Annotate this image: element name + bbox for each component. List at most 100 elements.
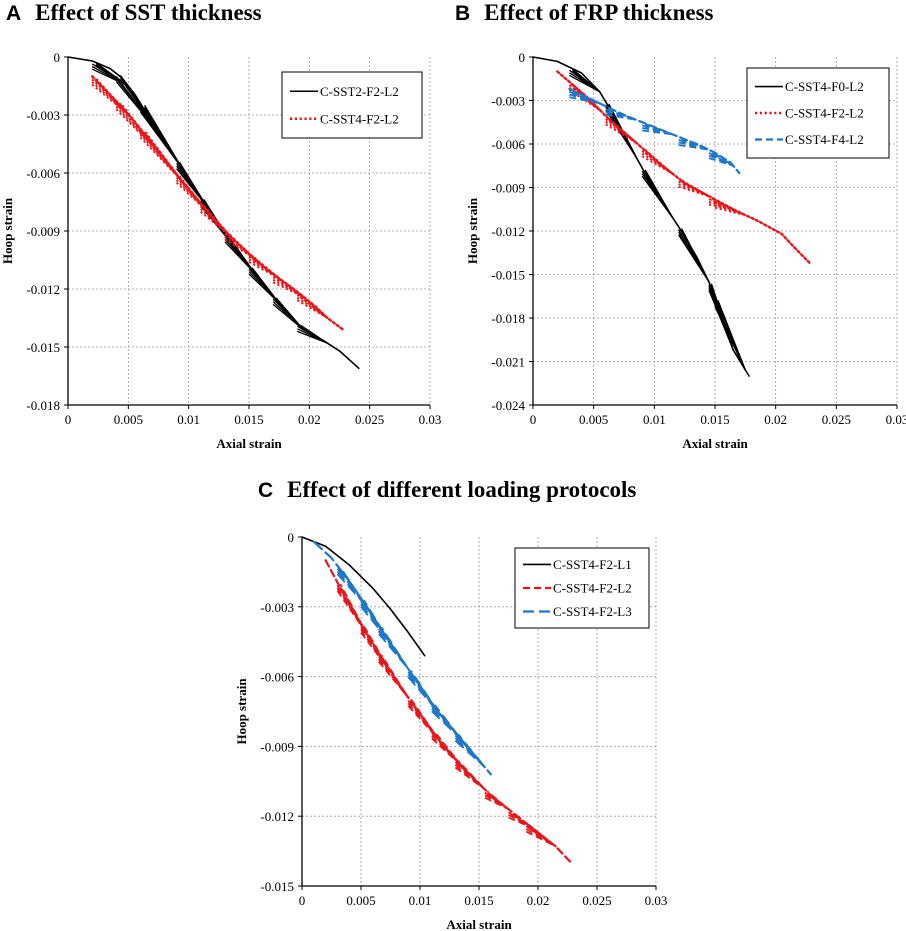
cycle-loop — [569, 93, 601, 105]
legend-label: C-SST4-F2-L2 — [553, 581, 632, 596]
legend-label: C-SST4-F2-L2 — [320, 111, 399, 126]
x-tick-label: 0.03 — [645, 893, 668, 908]
x-axis-label: Axial strain — [446, 917, 512, 931]
cycle-loop — [642, 126, 674, 136]
cycle-loop — [678, 231, 710, 283]
x-tick-label: 0.005 — [579, 412, 608, 427]
cycle-loop — [336, 586, 368, 635]
legend-c: C-SST4-F2-L1 C-SST4-F2-L2 C-SST4-F2-L3 — [514, 547, 650, 629]
cycle-loop — [605, 108, 637, 121]
y-tick-label: 0 — [519, 50, 526, 65]
panel-a-title: A Effect of SST thickness — [6, 0, 262, 26]
cycle-loop — [431, 707, 463, 741]
y-tick-label: -0.012 — [26, 282, 60, 297]
cycle-loop — [91, 77, 130, 116]
cycle-loop — [378, 657, 410, 699]
panel-c-title: C Effect of different loading protocols — [258, 477, 636, 503]
x-tick-label: 0.02 — [298, 412, 321, 427]
y-tick-label: -0.021 — [491, 355, 525, 370]
series-C-SST4-F2-L2 — [556, 70, 811, 265]
panel-a-title-text: Effect of SST thickness — [35, 0, 262, 25]
y-tick-label: -0.009 — [260, 739, 294, 754]
y-tick-label: -0.012 — [260, 809, 294, 824]
cycle-loop — [454, 736, 486, 769]
x-tick-label: 0.015 — [700, 412, 729, 427]
cycle-loop — [139, 133, 184, 183]
legend-label: C-SST4-F4-L2 — [785, 132, 864, 147]
cycle-loop — [605, 117, 638, 144]
y-tick-label: -0.024 — [491, 398, 525, 413]
series-C-SST4-F2-L3 — [312, 540, 492, 776]
y-tick-label: -0.015 — [491, 268, 525, 283]
cycle-loop — [508, 813, 533, 829]
series-C-SST4-F4-L2 — [568, 87, 741, 175]
panel-b-title: B Effect of FRP thickness — [455, 0, 714, 26]
cycle-loop — [605, 110, 637, 121]
panel-b-title-text: Effect of FRP thickness — [484, 0, 714, 25]
cycle-loop — [454, 763, 486, 791]
legend-b: C-SST4-F0-L2 C-SST4-F2-L2 C-SST4-F4-L2 — [746, 67, 890, 159]
y-tick-label: -0.009 — [26, 224, 60, 239]
series-C-SST4-F2-L2 — [90, 75, 345, 331]
x-tick-label: 0.025 — [355, 412, 384, 427]
x-tick-label: 0.025 — [582, 893, 611, 908]
cycle-loop — [431, 734, 463, 767]
cycle-loop — [336, 570, 368, 608]
cycle-loop — [248, 257, 281, 280]
series-C-SST4-F0-L2 — [532, 56, 750, 377]
panel-b-letter: B — [455, 2, 471, 25]
cycle-loop — [642, 124, 674, 136]
y-tick-label: -0.006 — [260, 670, 294, 685]
legend-label: C-SST4-F2-L3 — [553, 604, 632, 619]
legend-label: C-SST4-F2-L1 — [553, 557, 632, 572]
cycle-loop — [714, 202, 747, 217]
y-tick-label: -0.015 — [26, 340, 60, 355]
cycle-loop — [224, 235, 256, 260]
cycle-loop — [678, 140, 710, 151]
cycle-loop — [272, 278, 305, 298]
x-tick-label: 0.03 — [419, 412, 442, 427]
cycle-loop — [708, 154, 735, 167]
y-tick-label: 0 — [288, 530, 295, 545]
legend-label: C-SST4-F2-L2 — [785, 106, 864, 121]
panel-a-letter: A — [6, 2, 22, 25]
cycle-loop — [678, 182, 710, 198]
panel-c-letter: C — [258, 479, 274, 502]
x-tick-label: 0.02 — [764, 412, 787, 427]
legend-box — [281, 71, 423, 139]
y-axis-label: Hoop strain — [0, 197, 15, 264]
y-tick-label: 0 — [54, 50, 61, 65]
y-axis-label: Hoop strain — [465, 197, 480, 264]
x-tick-label: 0 — [299, 893, 306, 908]
x-tick-label: 0.015 — [234, 412, 263, 427]
series-C-SST4-F2-L1 — [301, 536, 426, 657]
x-tick-label: 0.015 — [464, 893, 493, 908]
cycle-loop — [641, 172, 674, 219]
y-tick-label: -0.018 — [491, 311, 525, 326]
x-tick-label: 0.02 — [527, 893, 550, 908]
x-tick-label: 0.025 — [822, 412, 851, 427]
cycle-loop — [175, 178, 208, 212]
y-tick-label: -0.009 — [491, 181, 525, 196]
cycle-loop — [678, 139, 710, 151]
x-axis-label: Axial strain — [682, 436, 748, 451]
legend-label: C-SST2-F2-L2 — [320, 84, 399, 99]
cycle-loop — [296, 296, 329, 319]
series-C-SST2-F2-L2 — [67, 56, 360, 370]
legend-a: C-SST2-F2-L2 C-SST4-F2-L2 — [281, 71, 423, 139]
cycle-loop — [91, 80, 130, 116]
y-tick-label: -0.006 — [26, 166, 60, 181]
series-C-SST4-F2-L2 — [324, 559, 573, 864]
cycle-loop — [641, 152, 674, 175]
y-tick-label: -0.003 — [491, 94, 525, 109]
x-tick-label: 0.005 — [114, 412, 143, 427]
cycle-loop — [407, 701, 439, 740]
x-tick-label: 0.03 — [886, 412, 906, 427]
y-tick-label: -0.006 — [491, 137, 525, 152]
cycle-loop — [139, 130, 184, 183]
panel-c-title-text: Effect of different loading protocols — [287, 477, 637, 502]
cycle-loop — [360, 627, 392, 673]
